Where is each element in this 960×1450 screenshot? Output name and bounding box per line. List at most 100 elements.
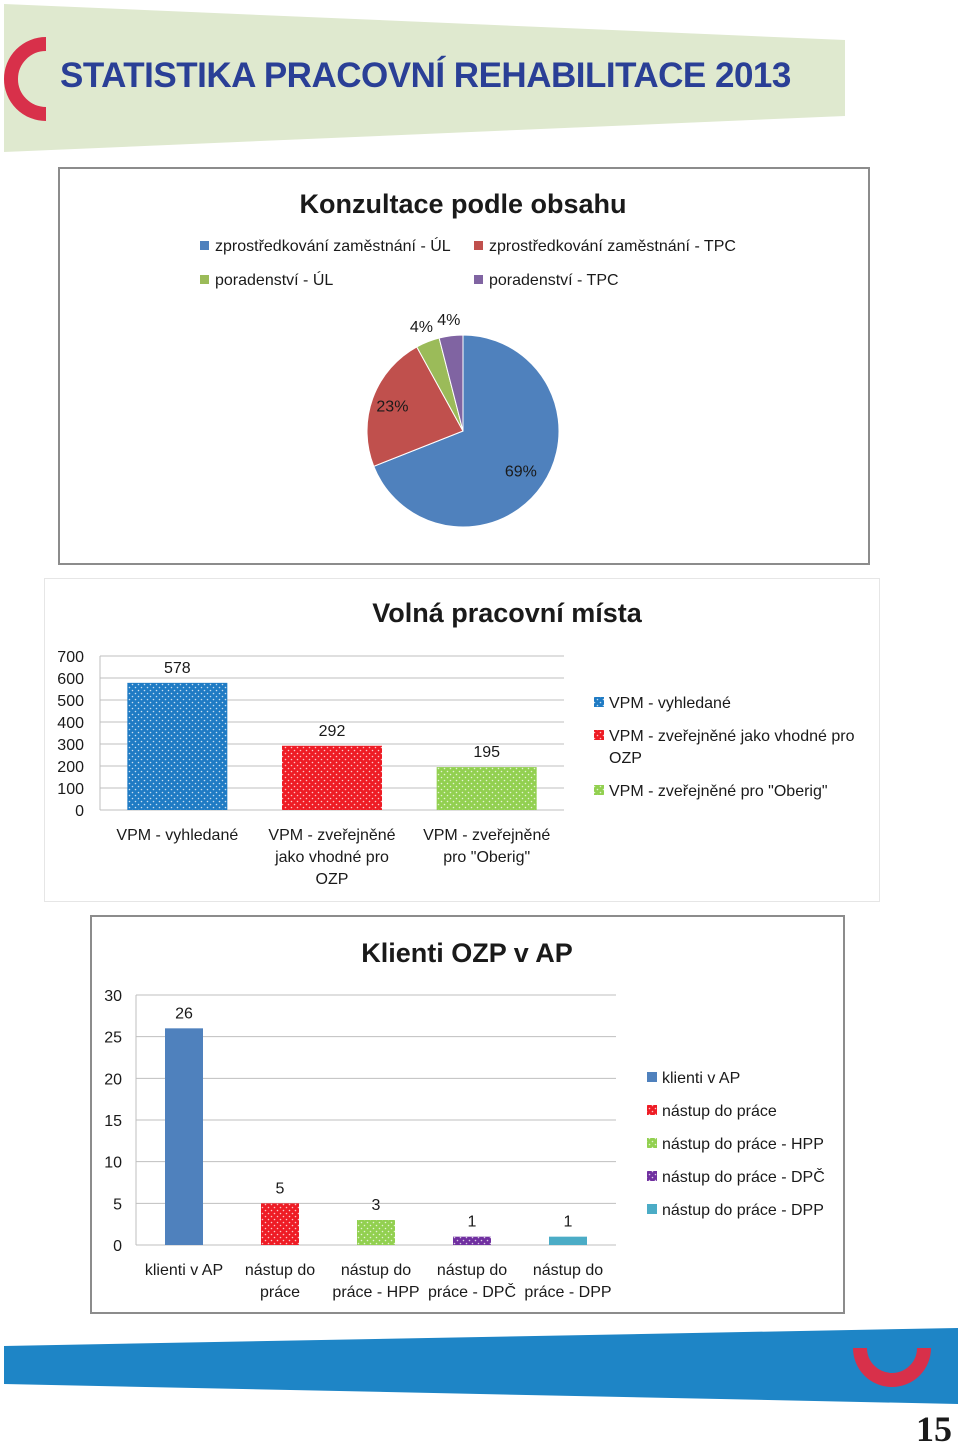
pie-slice [438,334,464,432]
clients-x-tick-labels: klienti v AP nástup do práce nástup do práce… [145,1262,612,1301]
legend-swatch [647,1138,657,1148]
bar [127,682,228,810]
vacancies-x-tick-labels: VPM - vyhledané VPM - zveřejněné jako vhod… [116,827,550,888]
x-tick-label: nástup do [341,1262,411,1279]
clients-y-tick-labels: 0 5 10 15 20 25 30 [104,988,122,1255]
legend-label: nástup do práce - DPČ [662,1167,825,1186]
clients-bars [165,1028,587,1245]
legend-label: zprostředkování zaměstnání - TPC [489,238,736,255]
bar [282,745,382,810]
footer-band [4,1328,958,1404]
y-tick-label: 15 [104,1113,122,1130]
pie-slices [366,334,560,528]
y-tick-label: 200 [57,759,84,776]
vacancies-y-tick-labels: 0 100 200 300 400 500 600 700 [57,649,84,820]
bar-value-label: 26 [175,1005,193,1022]
brand-smile-icon [853,1347,931,1387]
vacancies-chart-title: Volná pracovní místa [372,598,643,628]
legend-swatch [200,275,209,284]
x-tick-label: nástup do [437,1262,507,1279]
legend-swatch [594,785,604,795]
page-number: 15 [916,1409,952,1449]
bar-value-label: 5 [276,1180,285,1197]
clients-chart-frame [90,915,845,1314]
legend-label: VPM - vyhledané [609,695,731,712]
bar [549,1236,587,1245]
vacancies-bars [127,682,537,810]
vacancies-data-labels: 578 292 195 [164,660,500,761]
legend-swatch [647,1204,657,1214]
legend-label: nástup do práce - DPP [662,1202,824,1219]
y-tick-label: 0 [113,1238,122,1255]
x-tick-label: OZP [316,871,349,888]
pie-slice [373,334,560,528]
bar [261,1203,299,1245]
pie-chart-panel: Konzultace podle obsahu zprostředkování … [58,167,870,565]
legend-swatch [647,1072,657,1082]
bar-value-label: 3 [372,1197,381,1214]
pie-chart-title: Konzultace podle obsahu [299,189,626,219]
y-tick-label: 100 [57,781,84,798]
legend-label: poradenství - ÚL [215,270,333,289]
y-tick-label: 0 [75,803,84,820]
bar-value-label: 292 [319,723,346,740]
x-tick-label: nástup do [245,1262,315,1279]
legend-label: poradenství - TPC [489,272,619,289]
bar-value-label: 1 [468,1214,477,1231]
pie-slice-label: 23% [376,399,408,416]
clients-chart: Klienti OZP v AP 0 5 10 15 20 25 30 26 5 3 1 1 kli… [90,915,845,1314]
x-tick-label: práce - DPČ [428,1282,516,1301]
clients-data-labels: 26 5 3 1 1 [175,1005,572,1230]
legend-swatch [594,697,604,707]
legend-label: nástup do práce [662,1103,777,1120]
clients-gridlines [135,994,616,1246]
bar-value-label: 195 [473,744,500,761]
legend-swatch [647,1171,657,1181]
brand-logo-icon [4,37,47,121]
x-tick-label: práce - DPP [524,1284,611,1301]
vacancies-chart: Volná pracovní místa 0 100 200 300 400 500 600… [44,578,880,902]
y-tick-label: 700 [57,649,84,666]
legend-label: VPM - zveřejněné pro "Oberig" [609,783,828,800]
x-tick-label: práce [260,1284,300,1301]
y-tick-label: 10 [104,1155,122,1172]
legend-swatch [474,275,483,284]
x-tick-label: klienti v AP [145,1262,223,1279]
x-tick-label: VPM - zveřejněné [423,827,550,844]
bar [165,1028,203,1245]
legend-swatch [647,1105,657,1115]
pie-slice-label: 4% [410,319,433,336]
header-band-shape [4,4,845,152]
legend-label: zprostředkování zaměstnání - ÚL [215,236,451,255]
legend-label: OZP [609,750,642,767]
y-tick-label: 25 [104,1030,122,1047]
footer-blue-stripe [4,1328,958,1404]
y-tick-label: 500 [57,693,84,710]
legend-label: nástup do práce - HPP [662,1136,824,1153]
pie-chart: Konzultace podle obsahu zprostředkování … [58,167,870,565]
x-tick-label: pro "Oberig" [443,849,530,866]
clients-legend: klienti v AP nástup do práce nástup do prá… [647,1070,825,1219]
pie-slice-label: 4% [437,312,460,329]
vacancies-legend: VPM - vyhledané VPM - zveřejněné jako vho… [594,695,855,800]
pie-legend: zprostředkování zaměstnání - ÚL zprostřed… [200,236,736,289]
x-tick-label: nástup do [533,1262,603,1279]
y-tick-label: 30 [104,988,122,1005]
legend-swatch [200,241,209,250]
y-tick-label: 300 [57,737,84,754]
y-tick-label: 20 [104,1071,122,1088]
legend-label: VPM - zveřejněné jako vhodné pro [609,728,855,745]
pie-data-labels: 69% 23% 4% 4% [376,312,536,480]
page-title: STATISTIKA PRACOVNÍ REHABILITACE 2013 [60,56,791,95]
clients-chart-panel: Klienti OZP v AP 0 5 10 15 20 25 30 26 5 3 1 1 kli… [90,915,846,1315]
vacancies-chart-panel: Volná pracovní místa 0 100 200 300 400 500 600… [44,578,880,902]
y-tick-label: 400 [57,715,84,732]
legend-swatch [474,241,483,250]
bar-value-label: 1 [564,1214,573,1231]
pie-slice-label: 69% [505,463,537,480]
bar [453,1236,491,1245]
x-tick-label: práce - HPP [332,1284,419,1301]
x-tick-label: jako vhodné pro [274,849,389,866]
legend-label: klienti v AP [662,1070,740,1087]
y-tick-label: 5 [113,1196,122,1213]
